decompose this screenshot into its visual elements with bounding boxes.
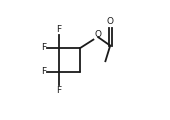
Text: O: O xyxy=(107,17,114,26)
Text: F: F xyxy=(56,86,61,95)
Text: F: F xyxy=(41,67,46,77)
Text: F: F xyxy=(56,25,61,34)
Text: F: F xyxy=(41,44,46,53)
Text: O: O xyxy=(94,30,101,39)
